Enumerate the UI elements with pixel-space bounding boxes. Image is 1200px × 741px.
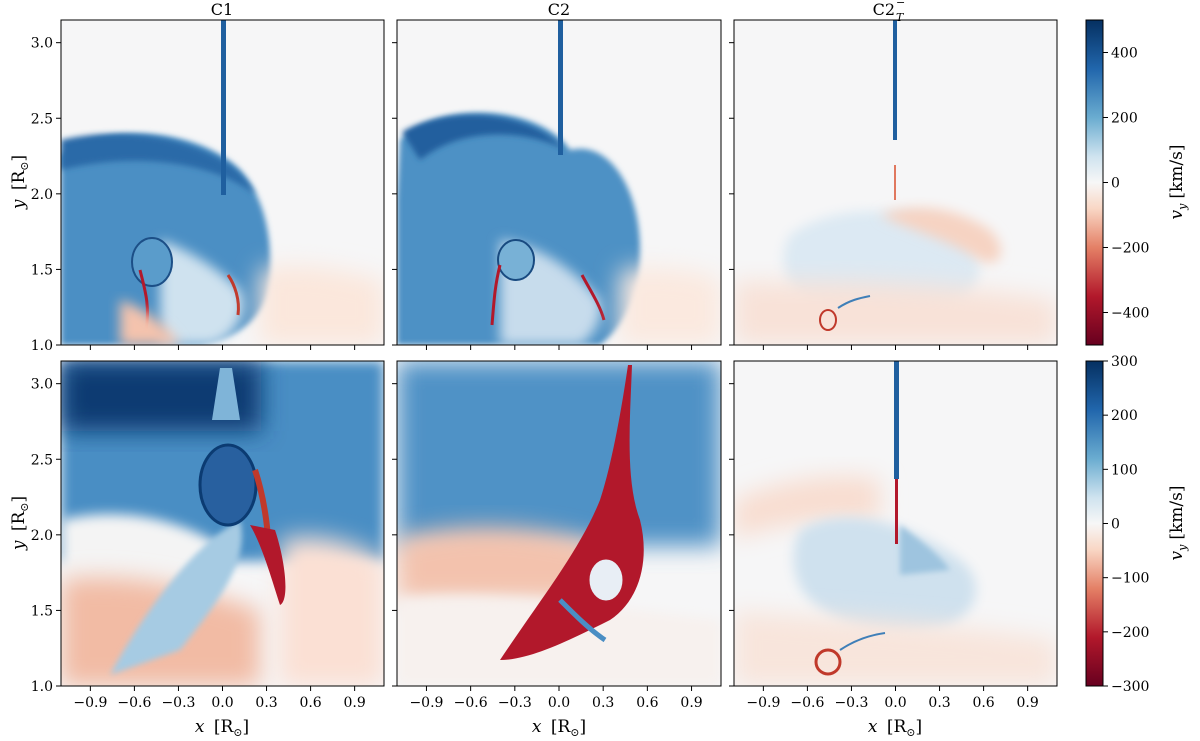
column-title-c1: C1 <box>211 0 233 19</box>
x-label-var: x <box>868 717 878 737</box>
y-label-close: ] <box>9 155 29 162</box>
cbar-label-var: v <box>1167 209 1187 219</box>
y-axis-label-top: y [R⊙] <box>9 155 31 210</box>
colorbar-top-label: vy [km/s] <box>1167 145 1189 220</box>
x-tick-label: 0.6 <box>636 695 658 711</box>
x-label-sub: ⊙ <box>233 726 242 739</box>
x-label-unit: [R <box>551 717 572 737</box>
x-tick-label: −0.6 <box>790 695 824 711</box>
x-label-close: ] <box>580 717 587 737</box>
x-label-sub: ⊙ <box>570 726 579 739</box>
x-tick-label: −0.9 <box>409 695 443 711</box>
colorbar-tick-label: 0 <box>1111 517 1120 533</box>
panel-c2-bottom <box>396 360 722 687</box>
x-axis-label-c1: x [R⊙] <box>195 717 249 739</box>
x-tick-label: 0.3 <box>255 695 277 711</box>
panel-c2t-bottom <box>733 360 1058 687</box>
y-axis-label-bottom: y [R⊙] <box>9 496 31 551</box>
x-tick-label: 0.0 <box>884 695 906 711</box>
x-label-unit: [R <box>887 717 908 737</box>
y-axis-ticks: 1.0 1.5 2.0 2.5 3.0 1.0 1.5 2.0 2.5 3.0 <box>31 36 734 695</box>
y-tick-label: 2.0 <box>31 187 53 203</box>
x-tick-label: 0.0 <box>211 695 233 711</box>
svg-text:y [R⊙]: y [R⊙] <box>9 496 31 551</box>
colorbar-bottom-ticks: 300 200 100 0 −100 −200 −300 <box>1103 354 1149 695</box>
panel-c1-top <box>60 19 385 346</box>
x-axis-label-c2: x [R⊙] <box>532 717 586 739</box>
x-tick-label: 0.6 <box>972 695 994 711</box>
panel-c2t-top <box>733 19 1058 346</box>
colorbar-tick-label: −400 <box>1111 306 1149 322</box>
colorbar-tick-label: 400 <box>1111 46 1138 62</box>
x-tick-label: −0.6 <box>454 695 488 711</box>
x-tick-label: 0.9 <box>1017 695 1039 711</box>
x-tick-label: 0.9 <box>344 695 366 711</box>
x-tick-label: 0.0 <box>548 695 570 711</box>
x-axis-ticks: −0.9 −0.6 −0.3 0.0 0.3 0.6 0.9 −0.9 −0.6 −0.3 0.0 0… <box>73 345 1039 711</box>
x-label-close: ] <box>916 717 923 737</box>
y-tick-label: 2.0 <box>31 528 53 544</box>
column-title-c2t-sub: T <box>896 11 905 24</box>
x-label-var: x <box>195 717 205 737</box>
panel-c1-bottom <box>60 360 385 687</box>
cbar-label-var: v <box>1167 550 1187 560</box>
column-title-c2t-sup: − <box>896 0 905 9</box>
y-tick-label: 1.0 <box>31 338 53 354</box>
x-tick-label: −0.3 <box>161 695 195 711</box>
y-label-var: y <box>9 540 29 551</box>
x-label-unit: [R <box>214 717 235 737</box>
y-label-sub: ⊙ <box>18 161 31 170</box>
svg-text:y [R⊙]: y [R⊙] <box>9 155 31 210</box>
x-axis-label-c2t: x [R⊙] <box>868 717 922 739</box>
colorbar-bottom-label: vy [km/s] <box>1167 486 1189 561</box>
colorbar-tick-label: 200 <box>1111 111 1138 127</box>
x-label-sub: ⊙ <box>906 726 915 739</box>
colorbar-tick-label: 300 <box>1111 354 1138 370</box>
colorbar-tick-label: −200 <box>1111 625 1149 641</box>
x-tick-label: 0.3 <box>592 695 614 711</box>
y-label-close: ] <box>9 496 29 503</box>
y-tick-label: 2.5 <box>31 111 53 127</box>
x-tick-label: −0.9 <box>73 695 107 711</box>
x-tick-label: −0.9 <box>746 695 780 711</box>
y-tick-label: 3.0 <box>31 377 53 393</box>
y-tick-label: 1.5 <box>31 603 53 619</box>
cbar-label-unit: [km/s] <box>1167 145 1187 199</box>
colorbar-tick-label: −200 <box>1111 241 1149 257</box>
colorbar-tick-label: −300 <box>1111 679 1149 695</box>
x-tick-label: 0.3 <box>928 695 950 711</box>
colorbar-bottom: 300 200 100 0 −100 −200 −300 vy [km/s] <box>1085 354 1189 695</box>
colorbar-tick-label: 200 <box>1111 408 1138 424</box>
x-label-var: x <box>532 717 542 737</box>
x-tick-label: −0.3 <box>498 695 532 711</box>
colorbar-tick-label: 0 <box>1111 176 1120 192</box>
y-label-sub: ⊙ <box>18 502 31 511</box>
y-tick-label: 2.5 <box>31 452 53 468</box>
colorbar-top-ticks: 400 200 0 −200 −400 <box>1103 46 1149 322</box>
x-tick-label: −0.3 <box>834 695 868 711</box>
x-axis-labels: x [R⊙] x [R⊙] x [R⊙] <box>195 717 922 739</box>
cbar-label-sub: y <box>1176 203 1189 211</box>
cbar-label-unit: [km/s] <box>1167 486 1187 540</box>
y-tick-label: 1.0 <box>31 679 53 695</box>
x-tick-label: 0.9 <box>680 695 702 711</box>
y-label-var: y <box>9 199 29 210</box>
y-tick-label: 3.0 <box>31 36 53 52</box>
y-label-unit: [R <box>9 511 29 532</box>
column-title-c2: C2 <box>548 0 570 19</box>
colorbar-tick-label: 100 <box>1111 462 1138 478</box>
x-label-close: ] <box>243 717 250 737</box>
colorbar-top: 400 200 0 −200 −400 vy [km/s] <box>1085 19 1189 346</box>
panel-c2-top <box>396 19 722 346</box>
colorbar-tick-label: −100 <box>1111 571 1149 587</box>
x-tick-label: 0.6 <box>299 695 321 711</box>
column-title-c2t-main: C2 <box>873 0 895 19</box>
column-title-c2t: C2 − T <box>873 0 906 24</box>
y-label-unit: [R <box>9 170 29 191</box>
y-tick-label: 1.5 <box>31 262 53 278</box>
x-tick-label: −0.6 <box>117 695 151 711</box>
cbar-label-sub: y <box>1176 544 1189 552</box>
